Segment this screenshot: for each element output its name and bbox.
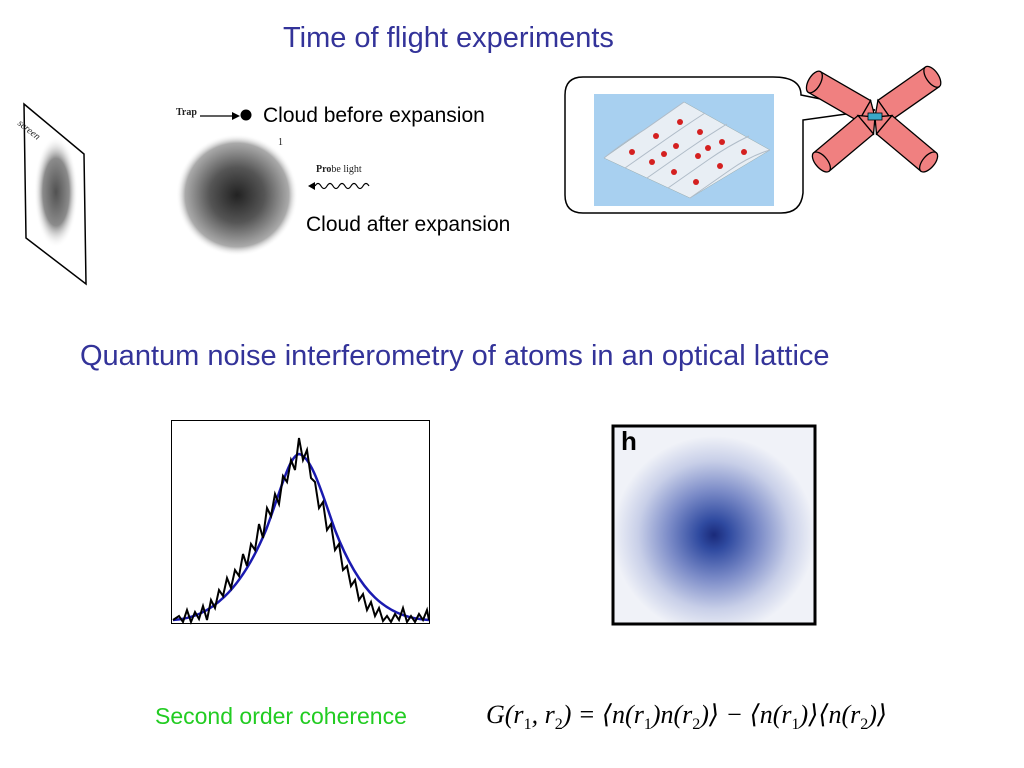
optical-lattice-icon — [594, 94, 774, 206]
cloud-after-label: Cloud after expansion — [306, 213, 511, 236]
probe-label-rest: be light — [331, 164, 362, 175]
cloud-before-label: Cloud before expansion — [263, 104, 485, 127]
formula-m1: )n(r — [651, 700, 693, 729]
dot-icon — [240, 109, 252, 121]
panel-letter: h — [621, 426, 637, 456]
marker-one: 1 — [278, 137, 283, 148]
coherence-formula: G(r1, r2) = ⟨n(r1)n(r2)⟩ − ⟨n(r1)⟩⟨n(r2)… — [486, 700, 887, 734]
formula-sub2: 2 — [554, 716, 563, 734]
coherence-label: Second order coherence — [155, 703, 407, 729]
formula-comma: , r — [531, 700, 555, 729]
formula-sub4: 2 — [692, 716, 701, 734]
slide-subtitle: Quantum noise interferometry of atoms in… — [80, 340, 830, 372]
density-image-icon — [611, 424, 817, 626]
slide-title: Time of flight experiments — [283, 22, 614, 54]
wavy-probe-arrow-icon — [308, 182, 370, 190]
formula-end: )⟩ — [868, 700, 888, 729]
formula-sub6: 2 — [860, 716, 869, 734]
trap-arrow-icon — [200, 112, 240, 120]
probe-label-bold: Pro — [316, 164, 332, 175]
noisy-data-curve — [172, 437, 430, 625]
formula-sub5: 1 — [791, 716, 800, 734]
formula-m2: )⟩ − ⟨n(r — [700, 700, 792, 729]
formula-sub3: 1 — [643, 716, 652, 734]
gaussian-fit-curve — [172, 452, 430, 622]
formula-eq: ) = ⟨n(r — [562, 700, 644, 729]
screen-panel — [23, 102, 87, 286]
formula-sub1: 1 — [523, 716, 532, 734]
probe-label: Probe light — [316, 164, 362, 175]
trap-label: Trap — [176, 107, 197, 118]
formula-lhs: G(r — [486, 700, 524, 729]
noise-correlation-plot — [171, 420, 430, 625]
laser-beams-icon — [805, 65, 942, 173]
atom-cloud-icon — [176, 134, 298, 256]
formula-m3: )⟩⟨n(r — [799, 700, 861, 729]
